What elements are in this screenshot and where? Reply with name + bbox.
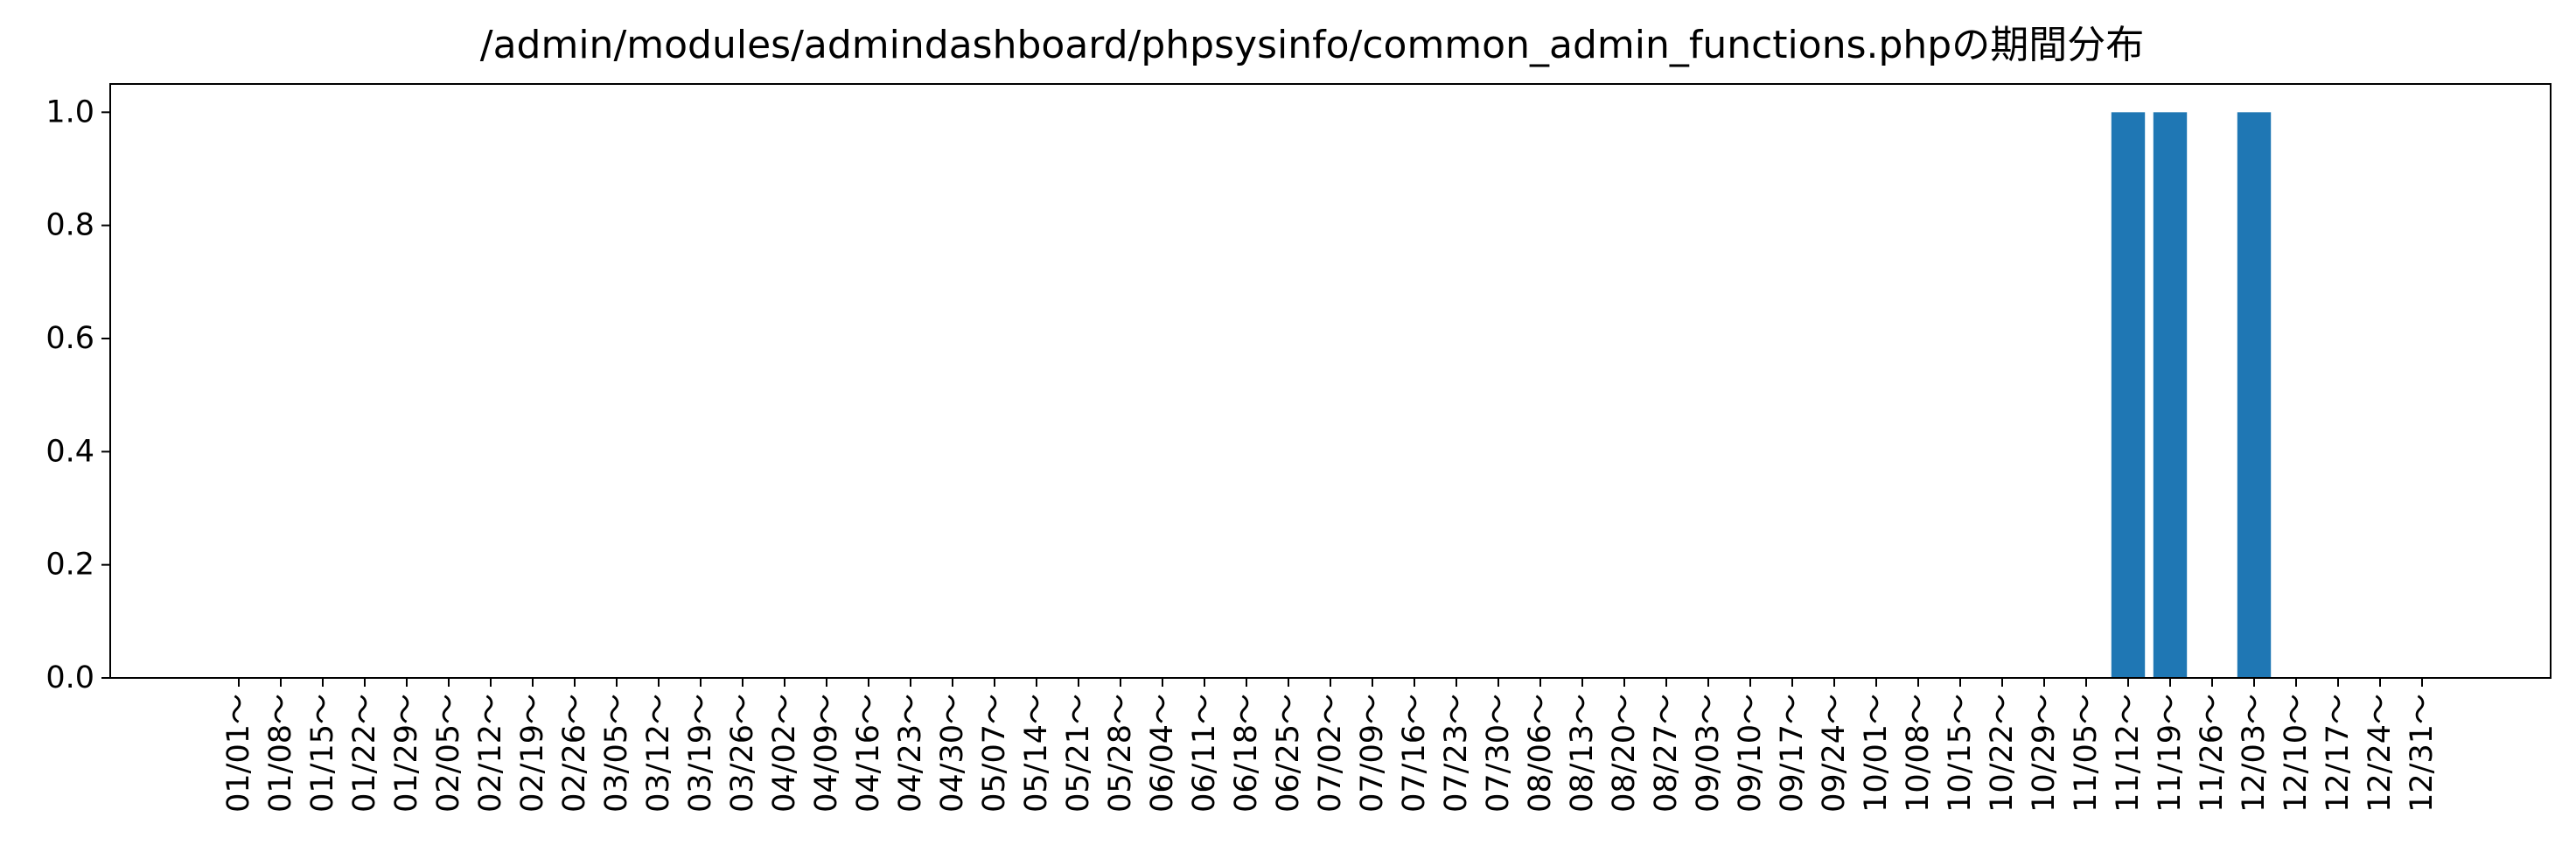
x-tick-label: 03/26～ (725, 694, 760, 813)
x-tick-label: 05/28～ (1103, 694, 1138, 813)
y-tick-label: 1.0 (45, 94, 94, 129)
x-tick-label: 05/14～ (1019, 694, 1054, 813)
x-tick-label: 11/12～ (2111, 694, 2146, 813)
x-tick-label: 04/02～ (767, 694, 802, 813)
x-tick-label: 11/05～ (2069, 694, 2104, 813)
x-axis-ticks: 01/01～ 01/08～ 01/15～ 01/22～ 01/29～ 02/05～ 02/1… (221, 678, 2440, 813)
x-tick-label: 01/01～ (221, 694, 256, 813)
x-tick-label: 11/26～ (2195, 694, 2230, 813)
bar (2153, 112, 2188, 678)
x-tick-label: 04/16～ (851, 694, 886, 813)
x-tick-label: 07/16～ (1397, 694, 1432, 813)
x-tick-label: 06/11～ (1187, 694, 1222, 813)
x-tick-label: 02/26～ (557, 694, 592, 813)
bar (2237, 112, 2272, 678)
x-tick-label: 01/29～ (389, 694, 424, 813)
x-tick-label: 01/22～ (347, 694, 382, 813)
x-tick-label: 04/09～ (809, 694, 844, 813)
x-tick-label: 08/06～ (1523, 694, 1558, 813)
x-tick-label: 01/08～ (263, 694, 298, 813)
x-tick-label: 12/31～ (2405, 694, 2440, 813)
x-tick-label: 12/10～ (2279, 694, 2314, 813)
x-tick-label: 01/15～ (305, 694, 340, 813)
x-tick-label: 10/22～ (1985, 694, 2020, 813)
y-tick-label: 0.8 (45, 208, 94, 243)
x-tick-label: 03/05～ (599, 694, 634, 813)
x-tick-label: 02/19～ (515, 694, 550, 813)
x-tick-label: 12/17～ (2321, 694, 2356, 813)
x-tick-label: 05/21～ (1061, 694, 1096, 813)
x-tick-label: 07/02～ (1313, 694, 1348, 813)
x-tick-label: 10/29～ (2027, 694, 2062, 813)
x-tick-label: 11/19～ (2153, 694, 2188, 813)
x-tick-label: 09/10～ (1733, 694, 1768, 813)
x-tick-label: 06/04～ (1145, 694, 1180, 813)
y-tick-label: 0.2 (45, 548, 94, 583)
x-tick-label: 07/23～ (1439, 694, 1474, 813)
y-tick-label: 0.4 (45, 434, 94, 469)
bars-group (2111, 112, 2272, 678)
y-tick-label: 0.0 (45, 660, 94, 695)
x-tick-label: 12/03～ (2237, 694, 2272, 813)
x-tick-label: 08/13～ (1565, 694, 1600, 813)
x-tick-label: 08/27～ (1649, 694, 1684, 813)
x-tick-label: 04/30～ (935, 694, 970, 813)
chart-title: /admin/modules/admindashboard/phpsysinfo… (480, 23, 2144, 67)
x-tick-label: 09/03～ (1691, 694, 1726, 813)
x-tick-label: 04/23～ (893, 694, 928, 813)
x-tick-label: 06/25～ (1271, 694, 1306, 813)
x-tick-label: 10/01～ (1859, 694, 1894, 813)
y-axis-ticks: 0.0 0.2 0.4 0.6 0.8 1.0 (45, 94, 110, 695)
bar (2111, 112, 2146, 678)
x-tick-label: 12/24～ (2363, 694, 2398, 813)
x-tick-label: 02/12～ (473, 694, 508, 813)
x-tick-label: 05/07～ (977, 694, 1012, 813)
x-tick-label: 07/30～ (1481, 694, 1516, 813)
x-tick-label: 10/08～ (1901, 694, 1936, 813)
x-tick-label: 10/15～ (1943, 694, 1978, 813)
x-tick-label: 07/09～ (1355, 694, 1390, 813)
plot-frame (109, 83, 2552, 679)
x-tick-label: 03/19～ (683, 694, 718, 813)
x-tick-label: 02/05～ (431, 694, 466, 813)
x-tick-label: 06/18～ (1229, 694, 1264, 813)
x-tick-label: 03/12～ (641, 694, 676, 813)
x-tick-label: 09/24～ (1817, 694, 1852, 813)
x-tick-label: 08/20～ (1607, 694, 1642, 813)
y-tick-label: 0.6 (45, 321, 94, 356)
x-tick-label: 09/17～ (1775, 694, 1810, 813)
